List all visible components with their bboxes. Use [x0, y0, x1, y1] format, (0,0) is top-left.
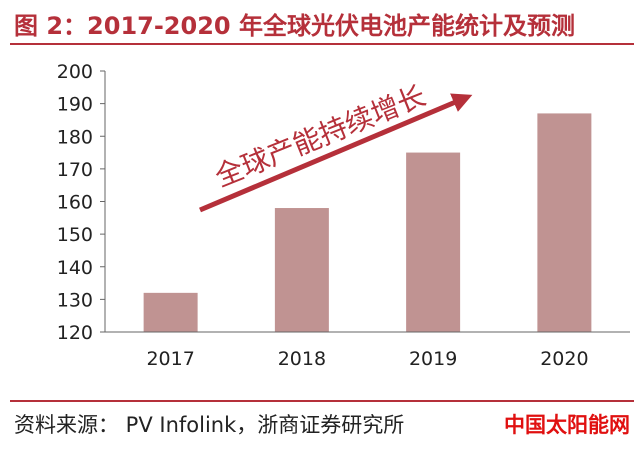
bar-2017: [143, 292, 198, 332]
y-tick-label: 140: [57, 257, 93, 279]
source-note: 资料来源： PV Infolink，浙商证券研究所: [14, 413, 405, 437]
x-tick-label: 2018: [278, 348, 326, 370]
x-tick-label: 2020: [540, 348, 588, 370]
trend-arrow: [199, 93, 473, 213]
bars: [143, 113, 592, 332]
source-divider: [10, 400, 634, 402]
watermark-logo: 中国太阳能网: [504, 413, 630, 437]
y-tick-label: 130: [57, 289, 93, 311]
bar-2020: [537, 113, 592, 332]
y-tick-label: 200: [57, 61, 93, 83]
title-divider: [10, 43, 634, 45]
y-tick-label: 180: [57, 126, 93, 148]
y-tick-label: 170: [57, 159, 93, 181]
y-axis: 120 130 140 150 160 170 180 190 200: [57, 61, 106, 344]
y-tick-label: 160: [57, 192, 93, 214]
x-axis: 2017 2018 2019 2020: [105, 331, 630, 370]
y-tick-label: 190: [57, 94, 93, 116]
trend-annotation: 全球产能持续增长: [210, 79, 430, 194]
chart-title: 图 2：2017-2020 年全球光伏电池产能统计及预测: [14, 12, 575, 40]
bar-2018: [274, 208, 329, 332]
y-tick-label: 120: [57, 322, 93, 344]
bar-chart: 120 130 140 150 160 170 180 190 200 2017 2018 2019…: [57, 61, 630, 370]
y-tick-label: 150: [57, 224, 93, 246]
x-tick-label: 2017: [146, 348, 194, 370]
x-tick-label: 2019: [409, 348, 457, 370]
bar-2019: [406, 152, 461, 332]
